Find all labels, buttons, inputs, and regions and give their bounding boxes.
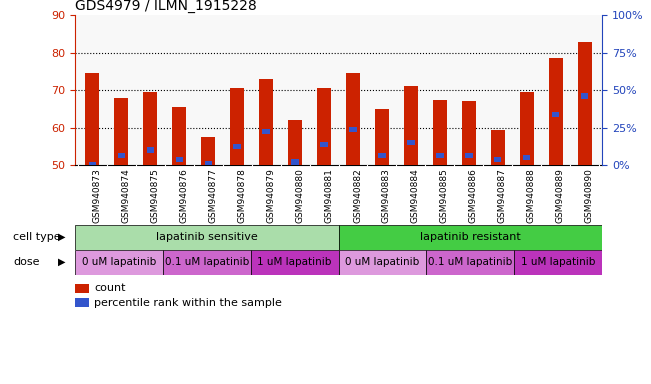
- Bar: [523, 155, 531, 161]
- Bar: [118, 153, 125, 159]
- Text: GSM940885: GSM940885: [440, 168, 449, 223]
- Bar: [339, 250, 426, 275]
- Bar: [288, 120, 302, 165]
- Bar: [230, 88, 244, 165]
- Text: 1 uM lapatinib: 1 uM lapatinib: [257, 257, 332, 267]
- Bar: [581, 93, 589, 99]
- Text: dose: dose: [13, 257, 40, 267]
- Bar: [176, 157, 183, 162]
- Bar: [491, 129, 505, 165]
- Bar: [317, 88, 331, 165]
- Bar: [146, 147, 154, 153]
- Bar: [143, 92, 158, 165]
- Bar: [346, 73, 360, 165]
- Text: GSM940881: GSM940881: [324, 168, 333, 223]
- Text: ▶: ▶: [57, 257, 65, 267]
- Text: lapatinib resistant: lapatinib resistant: [420, 232, 521, 242]
- Bar: [375, 109, 389, 165]
- Bar: [262, 129, 270, 134]
- Text: GSM940875: GSM940875: [150, 168, 159, 223]
- Bar: [577, 41, 592, 165]
- Text: 0 uM lapatinib: 0 uM lapatinib: [345, 257, 420, 267]
- Bar: [204, 161, 212, 166]
- Bar: [426, 250, 514, 275]
- Text: percentile rank within the sample: percentile rank within the sample: [94, 298, 283, 308]
- Text: GSM940882: GSM940882: [353, 168, 362, 223]
- Bar: [494, 157, 501, 162]
- Bar: [378, 153, 385, 159]
- Text: GSM940880: GSM940880: [295, 168, 304, 223]
- Text: GSM940883: GSM940883: [382, 168, 391, 223]
- Text: lapatinib sensitive: lapatinib sensitive: [156, 232, 258, 242]
- Text: GDS4979 / ILMN_1915228: GDS4979 / ILMN_1915228: [75, 0, 256, 13]
- Text: 1 uM lapatinib: 1 uM lapatinib: [521, 257, 596, 267]
- Bar: [436, 153, 443, 159]
- Text: GSM940884: GSM940884: [411, 168, 420, 223]
- Bar: [350, 127, 357, 132]
- Text: GSM940887: GSM940887: [498, 168, 507, 223]
- Text: count: count: [94, 283, 126, 293]
- Text: cell type: cell type: [13, 232, 61, 242]
- Bar: [89, 162, 96, 167]
- Text: GSM940889: GSM940889: [556, 168, 565, 223]
- Bar: [519, 92, 534, 165]
- Text: 0.1 uM lapatinib: 0.1 uM lapatinib: [165, 257, 249, 267]
- Bar: [163, 250, 251, 275]
- Text: ▶: ▶: [57, 232, 65, 242]
- Bar: [85, 73, 100, 165]
- Text: GSM940873: GSM940873: [92, 168, 102, 223]
- Bar: [462, 101, 476, 165]
- Text: GSM940890: GSM940890: [585, 168, 594, 223]
- Bar: [552, 112, 559, 117]
- Text: 0.1 uM lapatinib: 0.1 uM lapatinib: [428, 257, 512, 267]
- Bar: [404, 86, 418, 165]
- Bar: [514, 250, 602, 275]
- Bar: [549, 58, 563, 165]
- Bar: [408, 140, 415, 146]
- Text: GSM940878: GSM940878: [237, 168, 246, 223]
- Bar: [172, 107, 186, 165]
- Bar: [75, 250, 163, 275]
- Bar: [114, 98, 128, 165]
- Bar: [292, 159, 299, 165]
- Bar: [234, 144, 241, 149]
- Text: GSM940874: GSM940874: [121, 168, 130, 223]
- Text: GSM940888: GSM940888: [527, 168, 536, 223]
- Bar: [465, 153, 473, 159]
- Bar: [75, 225, 339, 250]
- Text: GSM940886: GSM940886: [469, 168, 478, 223]
- Bar: [259, 79, 273, 165]
- Text: GSM940879: GSM940879: [266, 168, 275, 223]
- Bar: [201, 137, 215, 165]
- Text: GSM940877: GSM940877: [208, 168, 217, 223]
- Bar: [320, 142, 327, 147]
- Bar: [251, 250, 339, 275]
- Bar: [433, 99, 447, 165]
- Text: GSM940876: GSM940876: [179, 168, 188, 223]
- Bar: [339, 225, 602, 250]
- Text: 0 uM lapatinib: 0 uM lapatinib: [81, 257, 156, 267]
